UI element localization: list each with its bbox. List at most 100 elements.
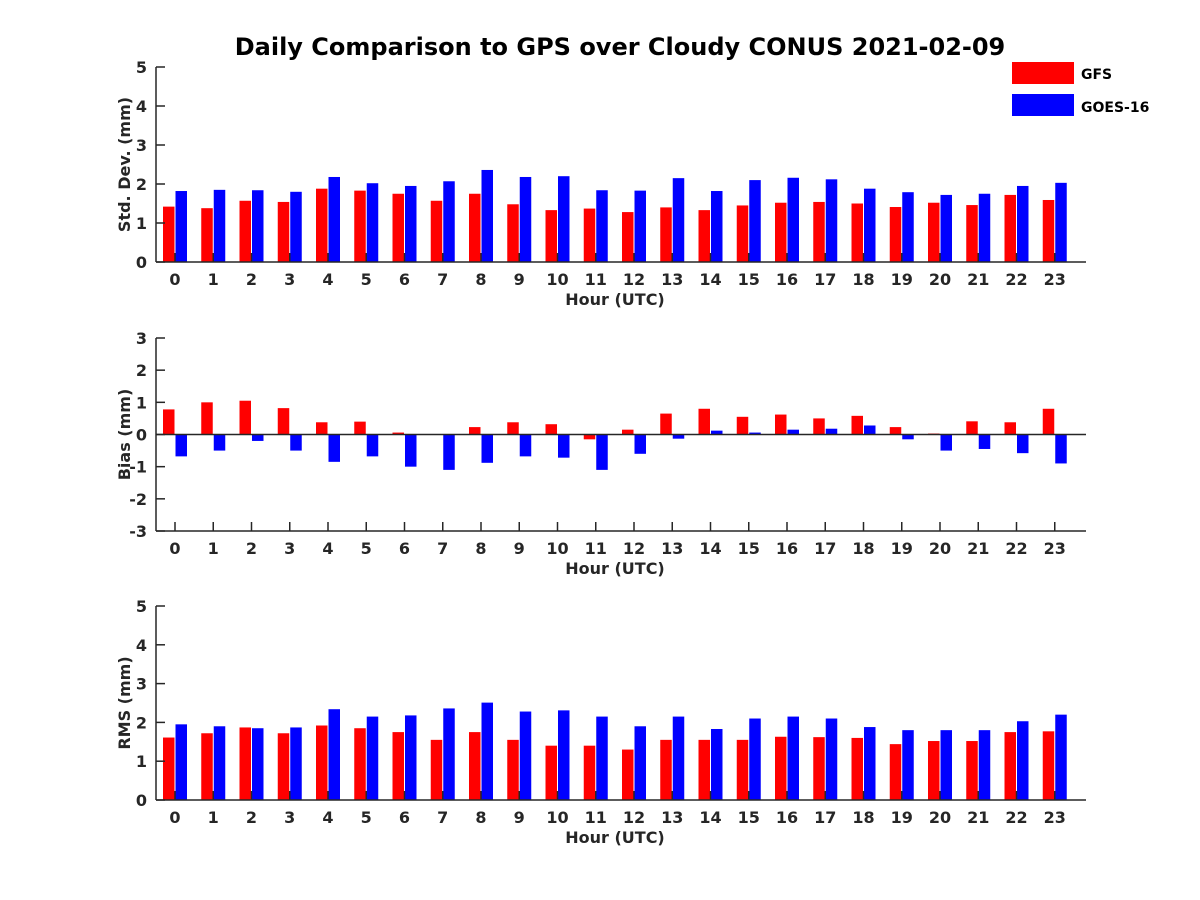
bar-goes-16-hour-5: [366, 434, 379, 457]
bar-goes-16-hour-19: [902, 730, 914, 800]
bar-goes-16-hour-17: [825, 718, 838, 800]
bar-goes-16-hour-16: [787, 429, 799, 435]
x-tick-label: 23: [1044, 270, 1066, 289]
x-tick-label: 8: [475, 808, 486, 827]
y-tick-label: 5: [136, 58, 147, 77]
bar-goes-16-hour-4: [328, 709, 340, 800]
x-tick-label: 6: [399, 808, 410, 827]
bar-gfs-hour-19: [889, 427, 902, 435]
x-tick-label: 18: [852, 539, 874, 558]
bar-gfs-hour-22: [1004, 422, 1016, 435]
bar-goes-16-hour-18: [864, 727, 876, 800]
x-tick-label: 1: [208, 808, 219, 827]
x-tick-label: 16: [776, 539, 798, 558]
bar-gfs-hour-16: [775, 736, 787, 800]
x-tick-label: 11: [585, 270, 607, 289]
x-tick-label: 16: [776, 808, 798, 827]
x-tick-label: 13: [661, 808, 683, 827]
bar-goes-16-hour-5: [366, 183, 379, 262]
bar-goes-16-hour-17: [825, 179, 838, 262]
bar-gfs-hour-17: [813, 201, 825, 262]
y-tick-label: 1: [136, 752, 147, 771]
bar-goes-16-hour-9: [519, 176, 532, 262]
x-tick-label: 5: [361, 270, 372, 289]
bar-gfs-hour-23: [1042, 408, 1055, 435]
bar-gfs-hour-4: [316, 188, 328, 262]
bar-goes-16-hour-8: [481, 169, 493, 262]
y-tick-label: 4: [136, 97, 147, 116]
x-tick-label: 14: [699, 808, 721, 827]
x-tick-label: 3: [284, 808, 295, 827]
bar-goes-16-hour-6: [405, 715, 417, 800]
x-tick-label: 9: [514, 270, 525, 289]
bar-goes-16-hour-1: [213, 189, 226, 262]
x-tick-label: 0: [169, 539, 180, 558]
x-tick-label: 9: [514, 539, 525, 558]
bar-goes-16-hour-14: [711, 191, 723, 262]
bar-goes-16-hour-13: [672, 178, 685, 262]
legend-label-goes16: GOES-16: [1081, 100, 1149, 116]
bar-goes-16-hour-9: [519, 434, 532, 457]
bar-gfs-hour-18: [851, 203, 863, 262]
bar-goes-16-hour-10: [558, 434, 570, 458]
x-tick-label: 3: [284, 539, 295, 558]
y-tick-label: 3: [136, 136, 147, 155]
bar-goes-16-hour-19: [902, 192, 914, 262]
bar-gfs-hour-8: [469, 193, 481, 262]
x-tick-label: 15: [738, 808, 760, 827]
bar-goes-16-hour-3: [290, 434, 302, 451]
bar-gfs-hour-11: [583, 745, 596, 800]
bar-gfs-hour-13: [660, 413, 672, 435]
x-axis-label: Hour (UTC): [565, 290, 665, 309]
bar-gfs-hour-14: [698, 210, 710, 262]
bar-gfs-hour-2: [239, 400, 251, 435]
bar-gfs-hour-21: [966, 205, 978, 262]
bar-goes-16-hour-2: [252, 728, 264, 800]
x-tick-label: 6: [399, 270, 410, 289]
x-tick-label: 8: [475, 539, 486, 558]
bar-goes-16-hour-7: [443, 434, 455, 470]
bar-goes-16-hour-20: [940, 434, 952, 451]
legend-swatch-goes16: [1012, 94, 1074, 116]
bar-gfs-hour-20: [928, 741, 940, 800]
bar-gfs-hour-0: [163, 409, 175, 435]
bar-goes-16-hour-2: [252, 434, 264, 441]
x-tick-label: 0: [169, 808, 180, 827]
bar-gfs-hour-2: [239, 200, 251, 262]
bar-goes-16-hour-5: [366, 716, 379, 800]
bar-goes-16-hour-20: [940, 730, 952, 800]
x-tick-label: 17: [814, 270, 836, 289]
bar-goes-16-hour-11: [596, 190, 608, 262]
bar-goes-16-hour-13: [672, 716, 685, 800]
bar-goes-16-hour-21: [978, 193, 991, 262]
bar-gfs-hour-13: [660, 207, 672, 262]
bar-gfs-hour-6: [392, 432, 404, 435]
y-tick-label: 1: [136, 393, 147, 412]
bar-goes-16-hour-10: [558, 710, 570, 800]
bar-gfs-hour-5: [354, 728, 366, 800]
y-tick-label: 4: [136, 636, 147, 655]
bar-goes-16-hour-3: [290, 191, 302, 262]
bar-gfs-hour-13: [660, 739, 672, 800]
bar-gfs-hour-14: [698, 739, 710, 800]
x-tick-label: 12: [623, 808, 645, 827]
bar-gfs-hour-9: [507, 204, 519, 262]
x-tick-label: 22: [1005, 808, 1027, 827]
x-axis-label: Hour (UTC): [565, 559, 665, 578]
y-tick-label: 5: [136, 597, 147, 616]
y-tick-label: 2: [136, 361, 147, 380]
x-tick-label: 11: [585, 808, 607, 827]
bar-goes-16-hour-14: [711, 430, 723, 435]
x-tick-label: 20: [929, 270, 951, 289]
bar-gfs-hour-1: [201, 402, 213, 435]
x-tick-label: 7: [437, 808, 448, 827]
legend-swatch-gfs: [1012, 62, 1074, 84]
bar-goes-16-hour-15: [749, 432, 761, 435]
bar-gfs-hour-18: [851, 415, 863, 435]
x-axis-label: Hour (UTC): [565, 828, 665, 847]
bar-goes-16-hour-22: [1017, 185, 1029, 262]
bar-gfs-hour-22: [1004, 732, 1016, 800]
bar-goes-16-hour-7: [443, 181, 455, 262]
